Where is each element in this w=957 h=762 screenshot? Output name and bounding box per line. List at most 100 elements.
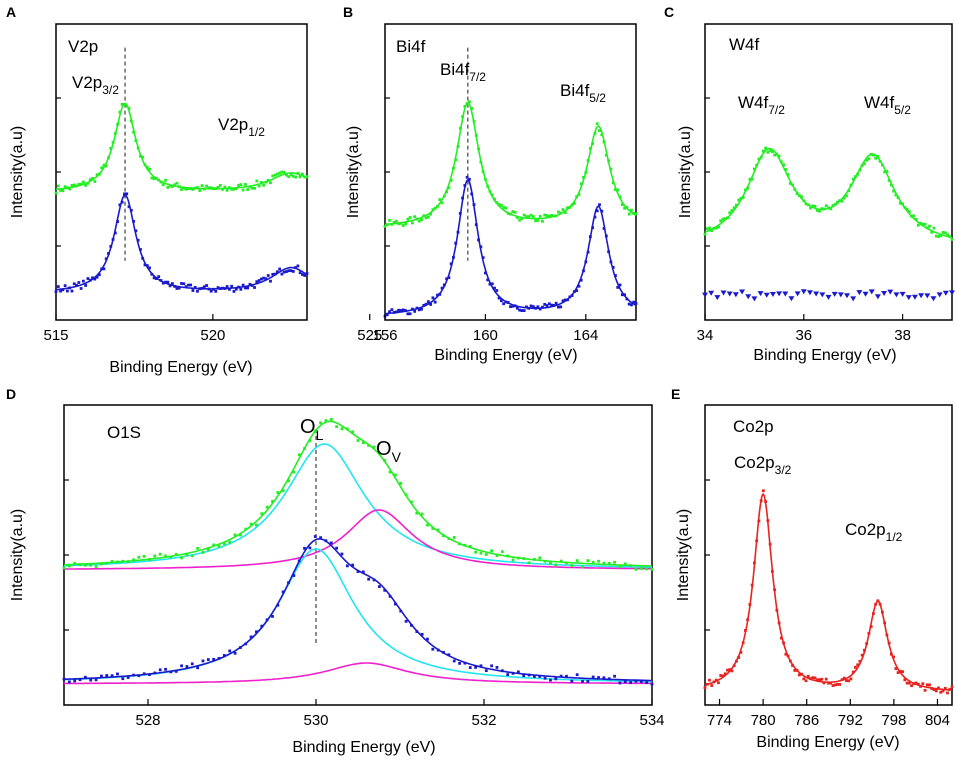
panel-a-blue-data-point xyxy=(139,248,142,251)
panel-e-red-data-point xyxy=(863,648,866,652)
panel-e-red-data-point xyxy=(753,561,756,565)
panel-a-blue-data-point xyxy=(271,272,275,276)
panel-d-green-data-point xyxy=(399,481,403,485)
panel-b-blue-data-point xyxy=(472,203,476,206)
panel-a-green-data-point xyxy=(296,171,300,175)
panel-b-green-data-point xyxy=(575,195,579,198)
panel-e-red-data-point xyxy=(876,599,880,603)
panel-a-green-data-point xyxy=(161,183,165,187)
panel-b-green-data-point xyxy=(595,122,599,126)
panel-d-green-data-point xyxy=(463,543,467,547)
panel-b-green-data-point xyxy=(527,215,531,218)
panel-e-red-data-point xyxy=(838,683,842,686)
panel-c-blue-data-point xyxy=(936,292,943,298)
panel-e-red-fit-curve xyxy=(704,493,953,691)
panel-d-green-data-point xyxy=(356,439,360,442)
panel-b-green-data-point xyxy=(429,212,433,216)
panel-c-blue-data-point xyxy=(726,291,733,297)
panel-b-blue-data-point xyxy=(536,305,540,309)
panel-a-blue-data-point xyxy=(228,287,231,291)
panel-e-red-data-point xyxy=(813,676,817,680)
panel-d-green-data-point xyxy=(228,540,232,544)
panel-b-blue-data-point xyxy=(449,262,453,266)
panel-d-green-data-point xyxy=(490,549,494,553)
panel-e-red-data-point xyxy=(916,682,920,686)
panel-d-green-data-point xyxy=(110,559,114,563)
panel-a-blue-data-point xyxy=(266,274,270,277)
panel-b-blue-data-point xyxy=(559,305,563,309)
panel-a-blue-data-point xyxy=(113,231,117,235)
panel-b-green-data-point xyxy=(458,126,462,130)
panel-b-green-data-point xyxy=(525,215,528,218)
panel-d-blue-data-point xyxy=(116,672,119,676)
panel-d-blue-data-point xyxy=(361,570,365,574)
panel-b-blue-data-point xyxy=(518,308,522,312)
panel-a-green-data-point xyxy=(305,175,309,178)
panel-b-green-data-point xyxy=(456,145,460,149)
panel-d-green-data-point xyxy=(591,560,595,564)
panel-a-blue-data-point xyxy=(248,282,252,286)
panel-a-blue-data-points xyxy=(54,192,309,293)
panel-d-blue-data-point xyxy=(276,603,280,607)
panel-b-green-data-point xyxy=(554,214,558,218)
panel-a-green-fit-curve xyxy=(55,102,308,191)
panel-b-blue-data-point xyxy=(634,302,638,305)
panel-letter-b: B xyxy=(343,4,353,20)
panel-a-blue-data-point xyxy=(291,269,295,273)
panel-c-green-data-point xyxy=(820,207,824,211)
panel-b-blue-data-point xyxy=(591,226,595,230)
panel-c-green-data-point xyxy=(739,197,743,200)
panel-b-xtick-label-164: 164 xyxy=(573,327,598,344)
panel-e-red-data-point xyxy=(730,669,734,673)
panel-b-green-data-point xyxy=(408,216,412,219)
panel-a-blue-data-point xyxy=(118,203,122,207)
panel-d-green-data-point xyxy=(527,561,531,565)
panel-d-blue-data-point xyxy=(153,671,157,675)
panel-d-green-data-point xyxy=(538,556,542,560)
panel-c-xtick-label-38: 38 xyxy=(894,327,911,344)
panel-a-blue-data-point xyxy=(257,279,261,282)
panel-d-blue-data-point xyxy=(121,677,125,681)
panel-c-green-data-point xyxy=(948,235,952,239)
panel-d-green-data-point xyxy=(554,563,558,567)
panel-b-green-data-point xyxy=(438,198,442,202)
panel-a-blue-fit-curve xyxy=(56,194,308,291)
panel-a-green-data-point xyxy=(259,181,263,184)
panel-b-green-data-point xyxy=(484,177,487,181)
panel-a-blue-data-point xyxy=(223,287,227,290)
panel-b-green-data-point xyxy=(584,171,588,175)
panel-b-blue-data-point xyxy=(422,303,426,307)
panel-b-blue-data-point xyxy=(497,296,501,300)
panel-b-green-data-point xyxy=(417,219,421,223)
panel-a-blue-data-point xyxy=(221,286,224,290)
panel-b-blue-data-point xyxy=(566,298,569,302)
panel-c-green-data-point xyxy=(818,209,821,213)
panel-e-red-data-point xyxy=(874,602,878,606)
panel-a-green-data-point xyxy=(100,166,104,170)
panel-e-red-data-point xyxy=(910,684,913,688)
panel-a-green-data-point xyxy=(294,175,297,179)
panel-b-green-data-point xyxy=(600,133,604,137)
panel-c-blue-data-point xyxy=(800,289,807,295)
panel-e-red-data-point xyxy=(800,672,803,676)
panel-d-green-data-point xyxy=(474,550,477,554)
panel-e-red-data-point xyxy=(901,670,904,674)
panel-b-green-data-point xyxy=(616,188,620,192)
panel-b-green-data-point xyxy=(477,147,480,151)
peak-label-co2p12: Co2p1/2 xyxy=(845,520,903,544)
panel-a-green-data-point xyxy=(216,185,220,189)
panel-d-green-data-point xyxy=(217,544,221,548)
panel-d-green-data-point xyxy=(142,554,146,558)
panel-c-green-data-point xyxy=(842,196,846,200)
panel-e-red-data-point xyxy=(705,682,709,686)
panel-e-red-data-point xyxy=(739,650,743,654)
panel-b-green-data-point xyxy=(515,216,519,219)
panel-c-green-data-point xyxy=(775,152,779,156)
panel-c-green-data-point xyxy=(943,231,947,235)
panel-c-green-data-point xyxy=(770,150,774,154)
panel-c-green-data-point xyxy=(937,235,940,238)
panel-b-green-data-point xyxy=(463,104,467,108)
panel-d-green-data-point xyxy=(62,566,66,570)
panel-b-green-data-point xyxy=(445,190,449,194)
panel-a-green-data-point xyxy=(223,185,227,189)
